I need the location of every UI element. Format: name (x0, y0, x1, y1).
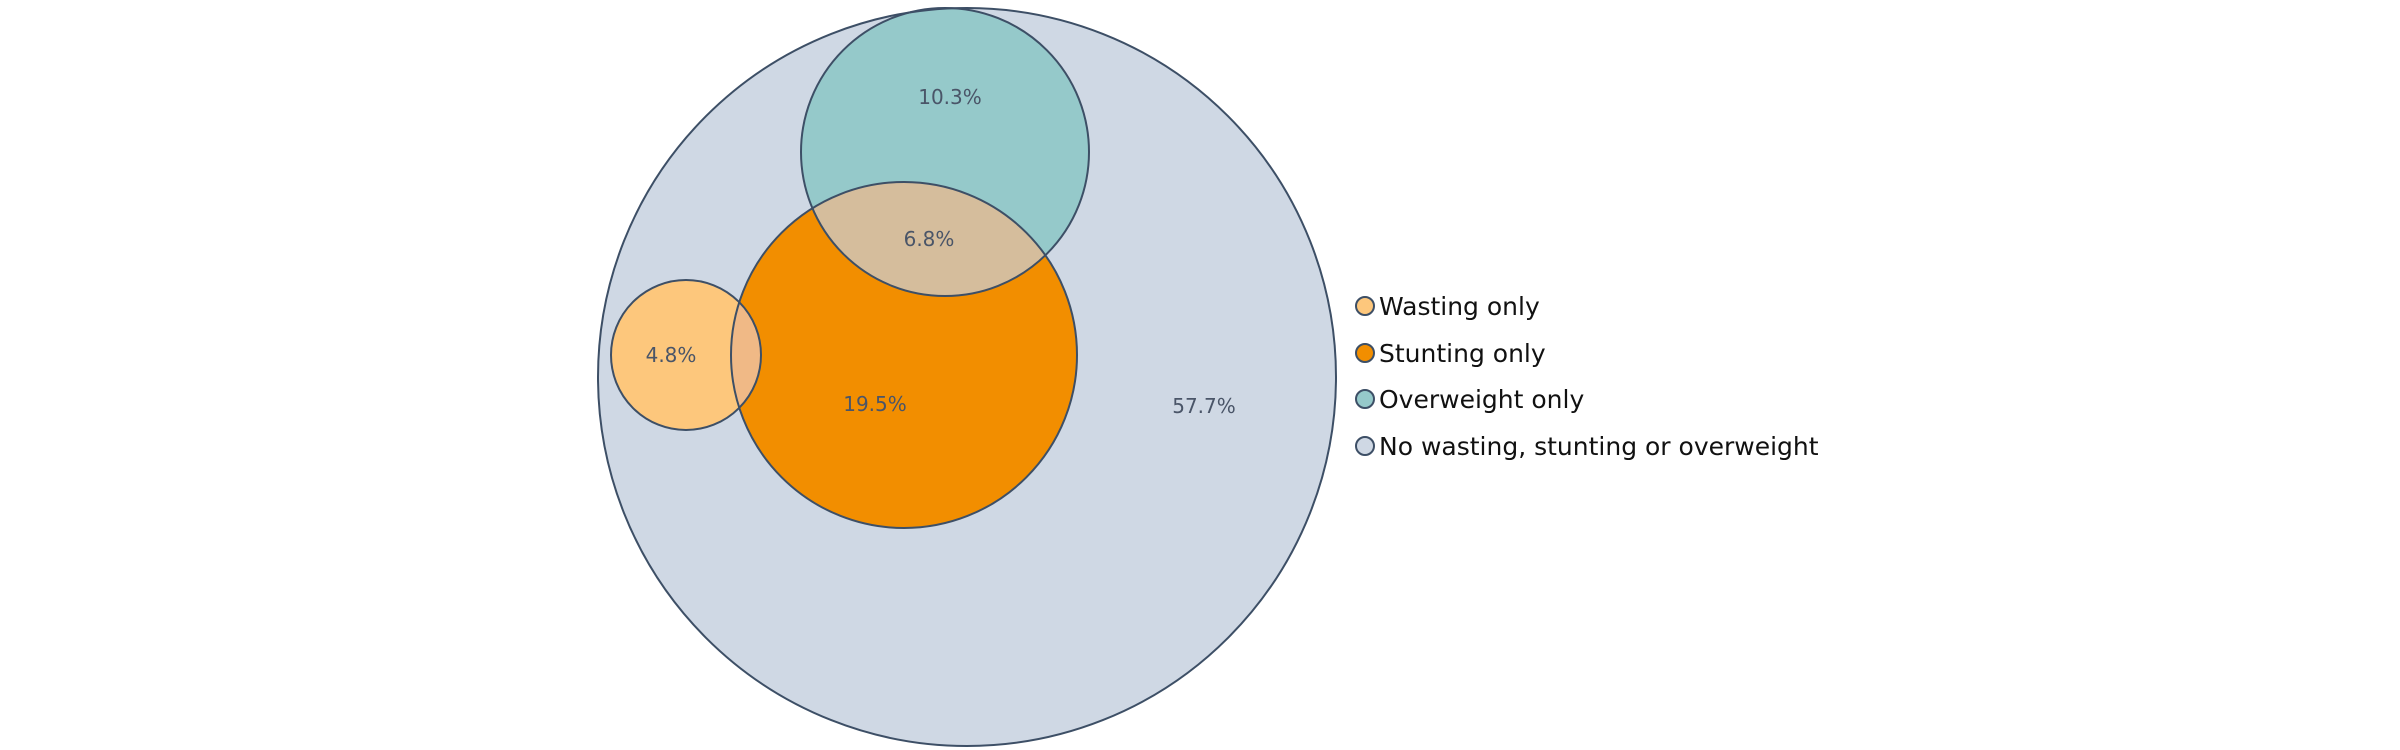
label-none: 57.7% (1172, 394, 1236, 418)
legend: Wasting only Stunting only Overweight on… (1355, 292, 1819, 461)
label-stunting: 19.5% (843, 392, 907, 416)
legend-marker-stunting (1355, 343, 1375, 363)
circle-outlines (597, 7, 1337, 747)
label-stunting-overweight: 6.8% (904, 227, 955, 251)
legend-item-none: No wasting, stunting or overweight (1355, 432, 1819, 461)
legend-label-none: No wasting, stunting or overweight (1379, 432, 1819, 461)
label-wasting: 4.8% (646, 343, 697, 367)
legend-marker-wasting (1355, 296, 1375, 316)
legend-label-wasting: Wasting only (1379, 292, 1540, 321)
legend-label-overweight: Overweight only (1379, 385, 1584, 414)
legend-label-stunting: Stunting only (1379, 339, 1546, 368)
legend-item-stunting: Stunting only (1355, 339, 1546, 368)
circle-wasting (611, 280, 761, 430)
legend-marker-none (1355, 436, 1375, 456)
label-overweight: 10.3% (918, 85, 982, 109)
legend-item-overweight: Overweight only (1355, 385, 1584, 414)
legend-marker-overweight (1355, 389, 1375, 409)
legend-item-wasting: Wasting only (1355, 292, 1540, 321)
